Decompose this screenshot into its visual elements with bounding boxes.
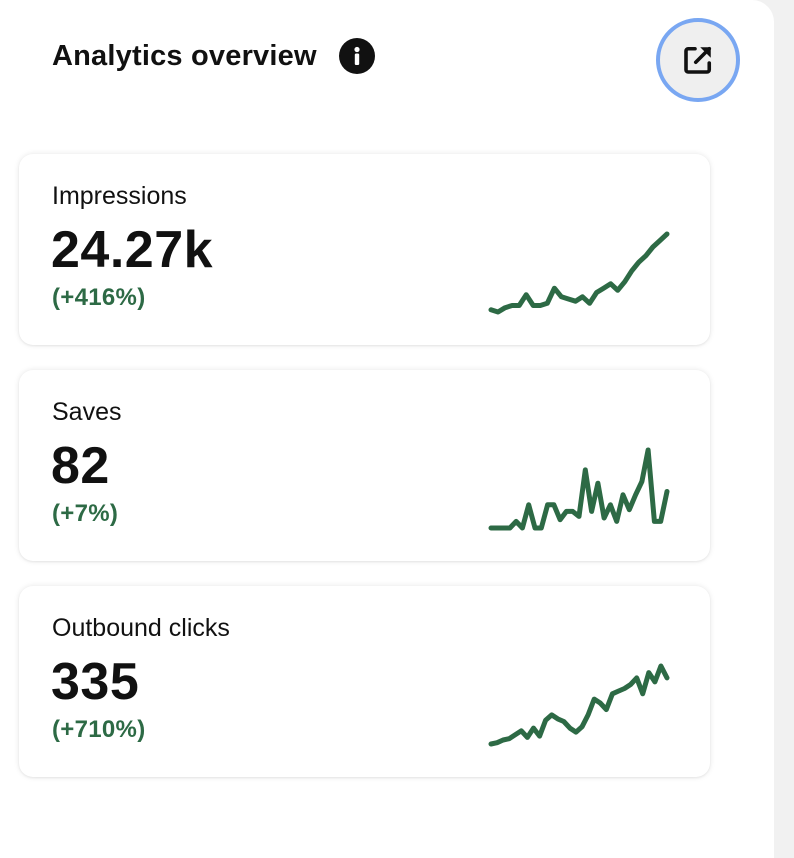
saves-sparkline bbox=[488, 447, 670, 531]
info-icon[interactable] bbox=[338, 38, 375, 74]
outbound-clicks-sparkline bbox=[488, 663, 670, 747]
panel-header: Analytics overview bbox=[52, 38, 375, 74]
sparkline-line bbox=[488, 447, 670, 531]
page-title: Analytics overview bbox=[52, 39, 317, 72]
metric-value: 335 bbox=[51, 653, 140, 711]
analytics-panel: Analytics overview Impressions 24.27k (+… bbox=[0, 0, 774, 858]
metric-value: 24.27k bbox=[51, 221, 214, 279]
metric-value: 82 bbox=[51, 437, 110, 495]
metric-label: Outbound clicks bbox=[52, 614, 230, 642]
metric-change: (+710%) bbox=[52, 716, 146, 743]
impressions-sparkline bbox=[488, 231, 670, 315]
metric-label: Impressions bbox=[52, 182, 187, 210]
external-link-icon bbox=[684, 46, 712, 74]
metric-card-saves[interactable]: Saves 82 (+7%) bbox=[19, 370, 710, 561]
sparkline-line bbox=[488, 663, 670, 747]
metric-change: (+7%) bbox=[52, 500, 119, 527]
open-analytics-button[interactable] bbox=[656, 18, 740, 102]
metric-card-outbound-clicks[interactable]: Outbound clicks 335 (+710%) bbox=[19, 586, 710, 777]
sparkline-line bbox=[488, 231, 670, 315]
metric-card-impressions[interactable]: Impressions 24.27k (+416%) bbox=[19, 154, 710, 345]
metric-change: (+416%) bbox=[52, 284, 146, 311]
metric-label: Saves bbox=[52, 398, 122, 426]
